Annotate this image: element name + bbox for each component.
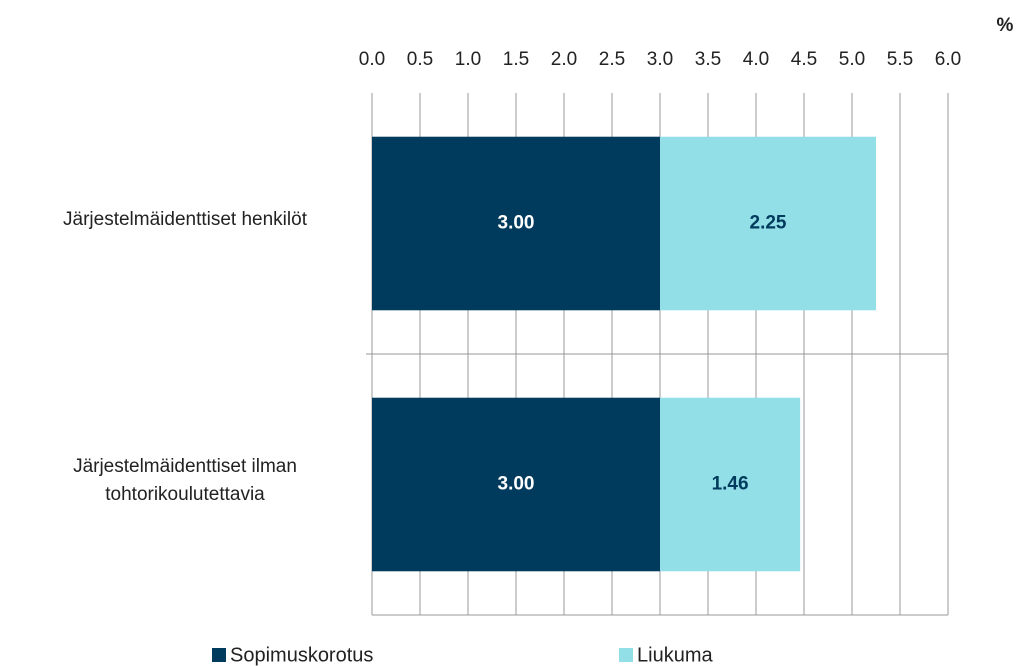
x-tick-label: 3.5: [695, 49, 721, 70]
data-label: 1.46: [712, 474, 749, 495]
x-tick-label: 3.0: [647, 49, 673, 70]
bar: [372, 136, 660, 311]
bar: [372, 397, 660, 572]
legend-swatch: [212, 648, 226, 662]
category-label: Järjestelmäidenttiset ilman tohtorikoulu…: [73, 455, 297, 505]
data-label: 3.00: [498, 213, 535, 234]
bar: [660, 136, 876, 311]
category-label: Järjestelmäidenttiset henkilöt: [63, 208, 307, 230]
x-tick-label: 1.5: [503, 49, 529, 70]
bar: [660, 397, 801, 572]
axis-unit: %: [997, 15, 1014, 36]
data-label: 3.00: [498, 474, 535, 495]
data-label: 2.25: [750, 213, 787, 234]
x-tick-label: 2.5: [599, 49, 625, 70]
x-tick-label: 4.5: [791, 49, 817, 70]
x-tick-label: 5.0: [839, 49, 865, 70]
x-tick-label: 0.5: [407, 49, 433, 70]
legend-label: Liukuma: [637, 644, 713, 666]
legend-label: Sopimuskorotus: [230, 644, 373, 666]
x-tick-label: 1.0: [455, 49, 481, 70]
x-tick-label: 4.0: [743, 49, 769, 70]
x-tick-label: 2.0: [551, 49, 577, 70]
x-tick-label: 5.5: [887, 49, 913, 70]
legend-swatch: [619, 648, 633, 662]
x-tick-label: 6.0: [935, 49, 961, 70]
x-tick-label: 0.0: [359, 49, 385, 70]
